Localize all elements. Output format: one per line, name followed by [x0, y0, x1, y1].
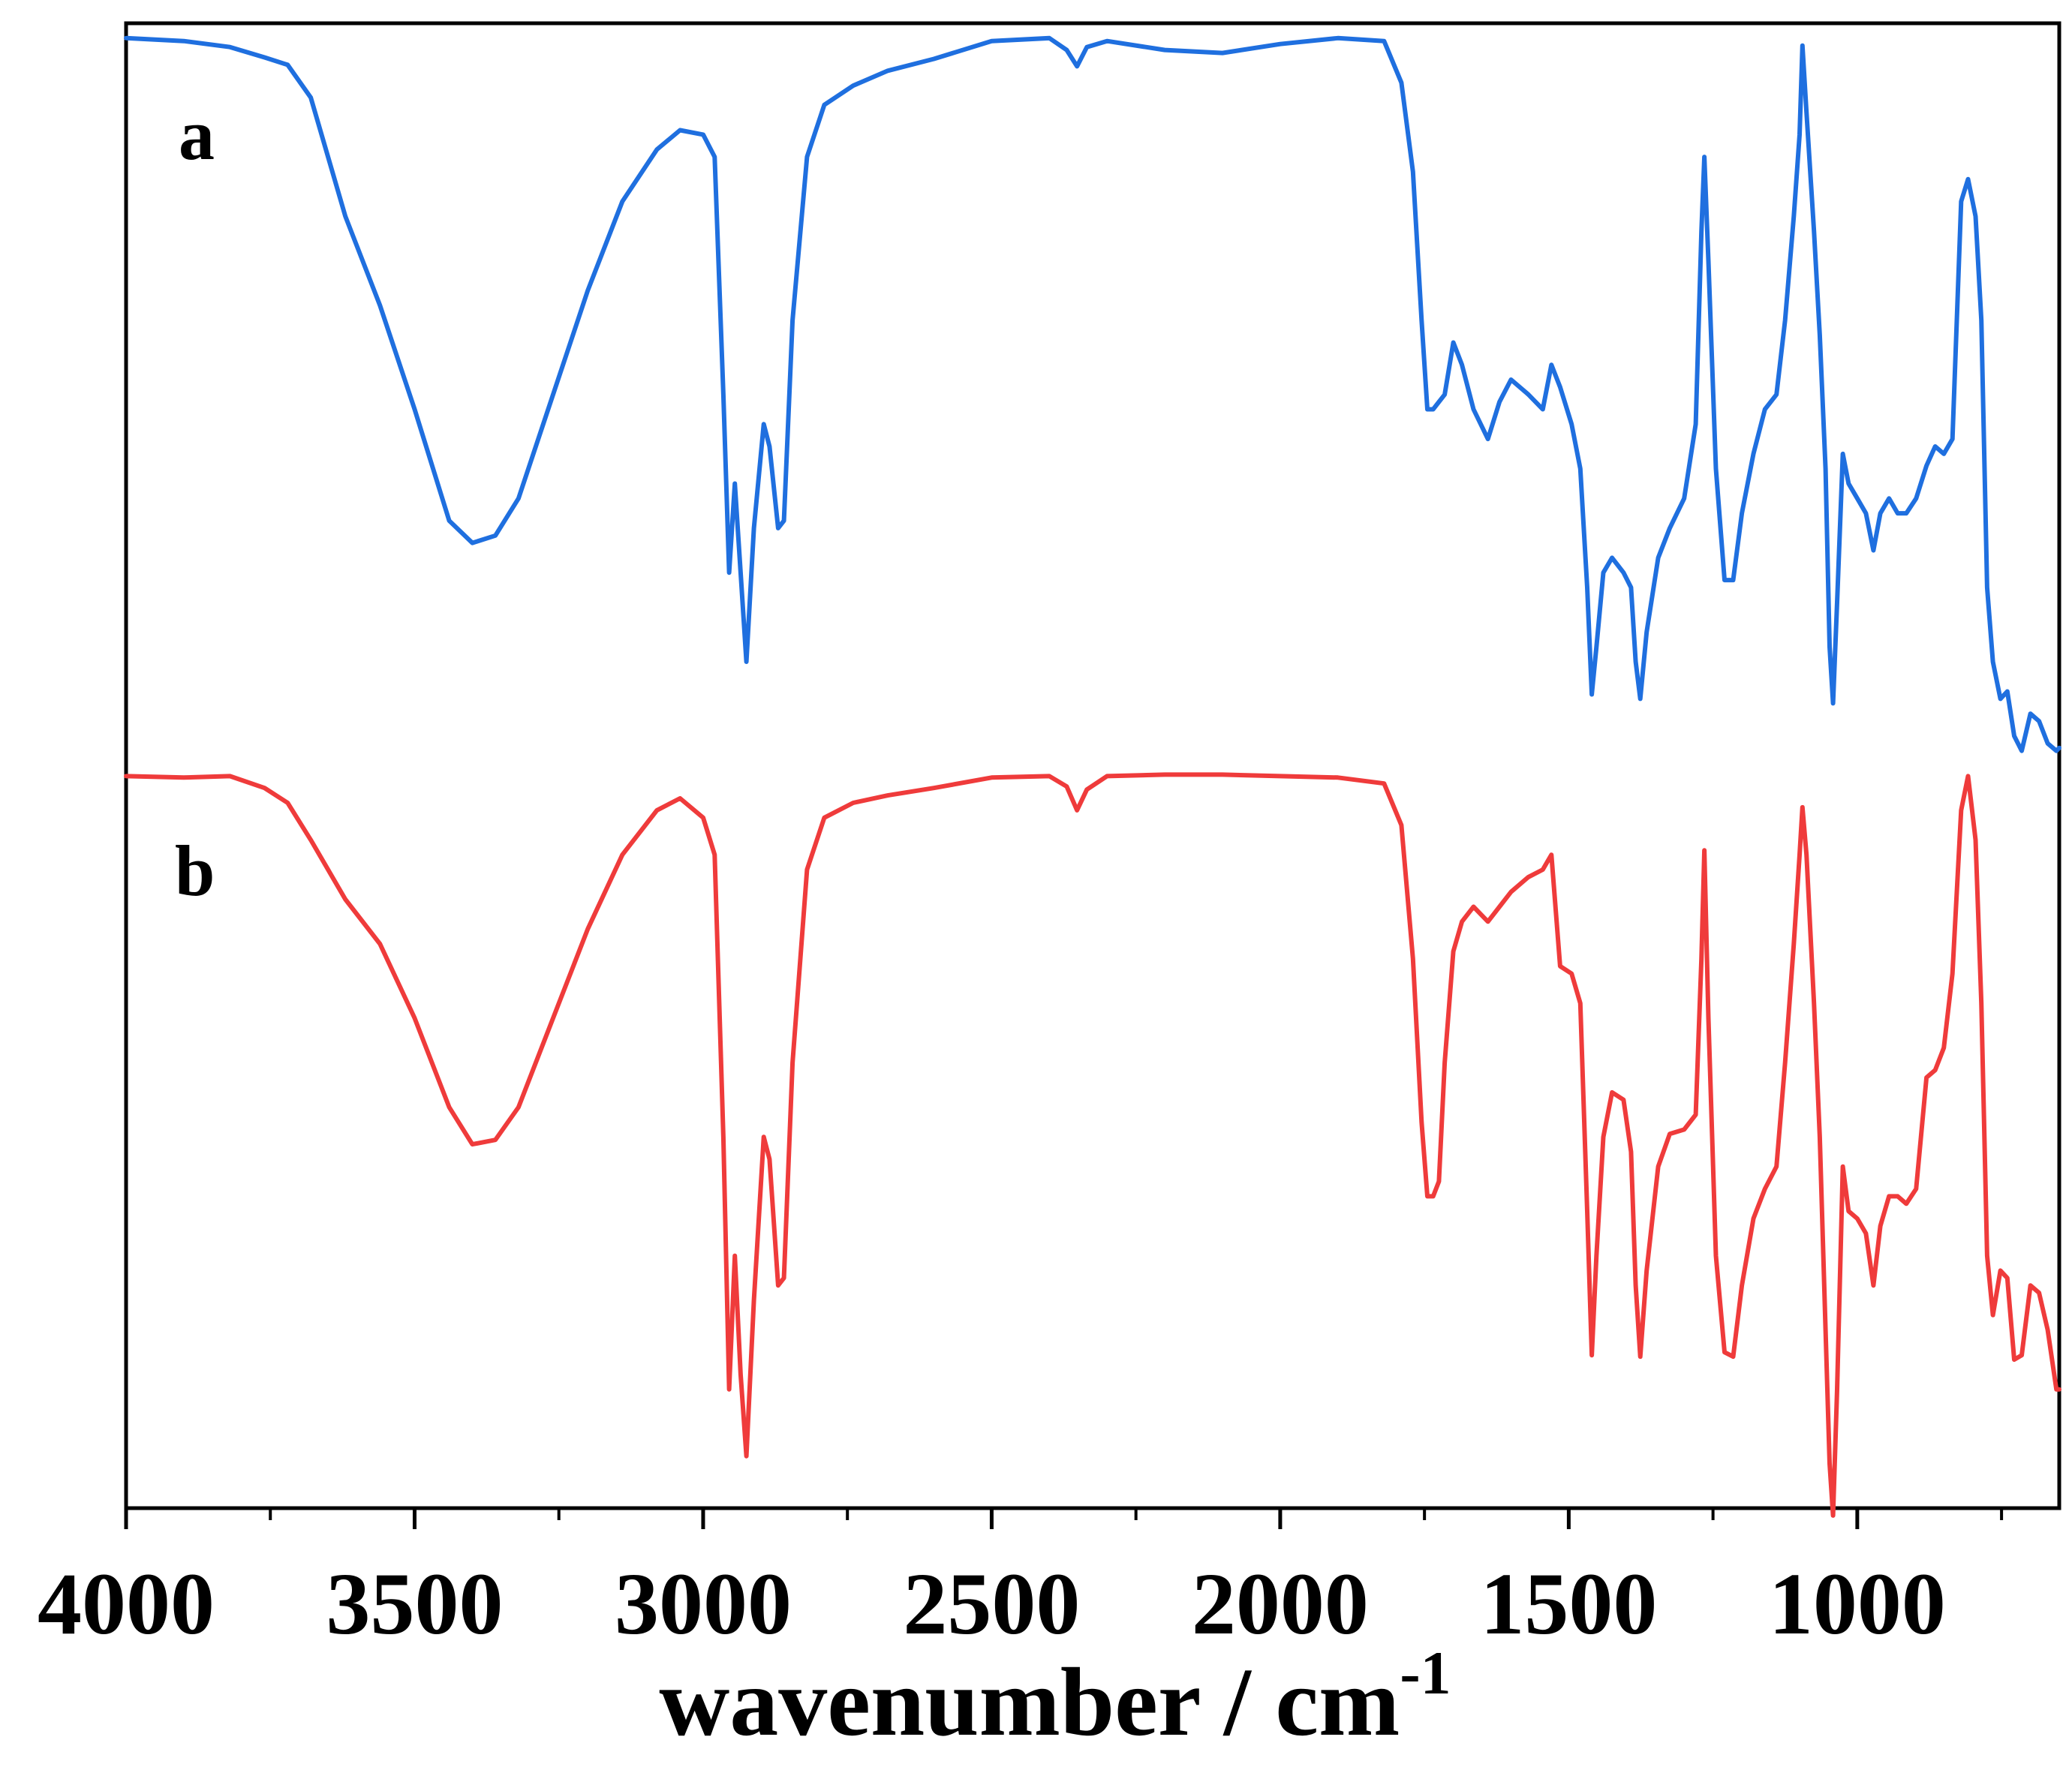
x-tick-label: 1000 [1769, 1555, 1946, 1653]
x-tick-label: 2000 [1192, 1555, 1369, 1653]
x-axis-title: wavenumber / cm-1 [659, 1639, 1451, 1756]
x-tick-label: 3000 [615, 1555, 792, 1653]
series-label-a: a [179, 95, 215, 175]
series-line-b [124, 772, 2061, 1518]
series-line-a [124, 35, 2061, 753]
x-axis-title-superscript: -1 [1400, 1639, 1451, 1707]
x-tick-label: 3500 [326, 1555, 503, 1653]
x-tick-label: 2500 [903, 1555, 1080, 1653]
series-layer [124, 35, 2061, 1518]
series-label-b: b [175, 831, 215, 911]
x-tick-label: 4000 [38, 1555, 215, 1653]
plot-frame [124, 21, 2061, 1510]
x-axis: 4000 3500 3000 2500 2000 1500 1000 [38, 1508, 2004, 1653]
x-axis-title-text: wavenumber / cm [659, 1648, 1400, 1756]
x-tick-label: 1500 [1480, 1555, 1657, 1653]
